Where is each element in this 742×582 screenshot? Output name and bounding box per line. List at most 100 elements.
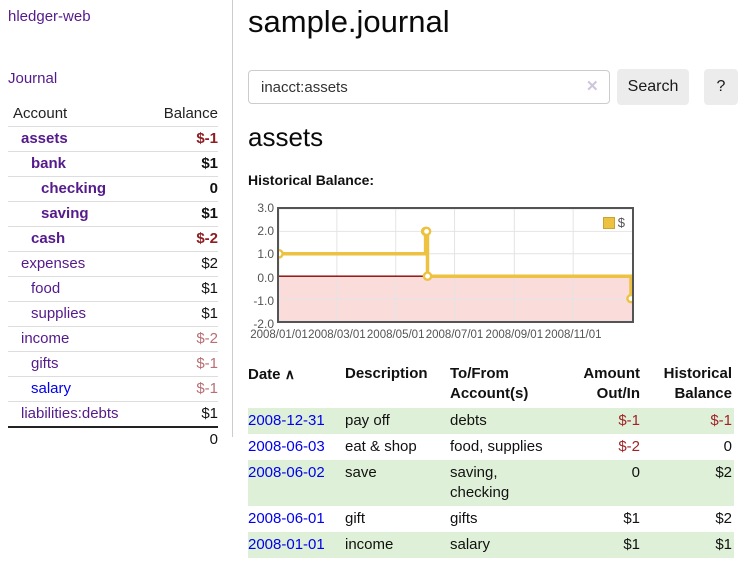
transaction-accounts: debts [450,412,487,429]
transaction-accounts: saving, checking [450,464,510,501]
account-balance: $1 [144,151,218,177]
sidebar-item-journal[interactable]: Journal [8,70,58,87]
account-row: assets $-1 [8,126,218,152]
account-link-assets[interactable]: assets [21,130,68,147]
transaction-amount: 0 [631,464,640,481]
account-row: income $-2 [8,326,218,352]
account-balance: $1 [144,201,218,227]
account-link-income[interactable]: income [21,330,70,347]
account-row: saving $1 [8,201,218,227]
account-link-cash[interactable]: cash [31,230,66,247]
account-row: food $1 [8,276,218,302]
app-title-link[interactable]: hledger-web [8,8,91,25]
transaction-description: eat & shop [345,438,417,455]
transaction-description: save [345,464,377,481]
transaction-date-link[interactable]: 2008-06-03 [248,438,325,455]
transaction-accounts: salary [450,536,491,553]
accounts-table-header-row: Account Balance [8,102,218,127]
transaction-accounts: gifts [450,510,478,527]
accounts-table-body: assets $-1 bank $1 checking 0 saving $1 cash $-2 e… [8,126,218,427]
register-row: 2008-06-03 eat & shop food, supplies $-2 0 [248,434,734,460]
account-balance: $-2 [144,226,218,252]
account-column-header: Account [13,105,68,122]
account-balance: $-1 [144,351,218,377]
transaction-amount: $-1 [618,412,640,429]
transaction-amount: $-2 [618,438,640,455]
account-balance: $2 [144,251,218,277]
account-heading: assets [248,122,324,152]
transaction-date-link[interactable]: 2008-01-01 [248,536,325,553]
register-row: 2008-06-01 gift gifts $1 $2 [248,506,734,532]
clear-search-icon[interactable]: ✕ [586,78,599,95]
accounts-column-header: To/From Account(s) [450,365,529,402]
x-tick-label: 2008/09/01 [485,329,544,341]
x-tick-label: 2008/03/01 [308,329,366,341]
transaction-description: gift [345,510,366,527]
account-link-bank[interactable]: bank [31,155,67,172]
description-column-header: Description [345,365,428,382]
chart-series-svg [279,209,632,321]
account-link-liabilities-debts[interactable]: liabilities:debts [21,405,119,422]
historical-balance-label: Historical Balance: [248,172,375,188]
transaction-date-link[interactable]: 2008-06-02 [248,464,325,481]
account-row: gifts $-1 [8,351,218,377]
transaction-balance: $1 [715,536,732,553]
account-link-checking[interactable]: checking [41,180,107,197]
account-balance: $-1 [144,376,218,402]
transaction-balance: $-1 [710,412,732,429]
account-balance: $-2 [144,326,218,352]
account-row: salary $-1 [8,376,218,402]
y-tick-label: -2.0 [253,317,274,331]
sidebar: hledger-web Journal Account Balance asse… [0,0,233,452]
account-link-expenses[interactable]: expenses [21,255,86,272]
transaction-accounts: food, supplies [450,438,543,455]
register-row: 2008-01-01 income salary $1 $1 [248,532,734,558]
account-link-supplies[interactable]: supplies [31,305,87,322]
transaction-balance: $2 [715,510,732,527]
search-button[interactable]: Search [617,69,689,105]
register-header-row: Date ∧ Description To/From Account(s) Am… [248,358,734,408]
register-row: 2008-06-02 save saving, checking 0 $2 [248,460,734,506]
account-link-gifts[interactable]: gifts [31,355,59,372]
register-table: Date ∧ Description To/From Account(s) Am… [248,358,734,558]
register-row: 2008-12-31 pay off debts $-1 $-1 [248,408,734,434]
y-tick-label: -1.0 [253,293,274,308]
chart-legend: $ [600,214,627,231]
account-row: supplies $1 [8,301,218,327]
account-link-food[interactable]: food [31,280,61,297]
y-tick-label: 1.0 [257,247,274,262]
account-balance: $1 [144,276,218,302]
account-link-saving[interactable]: saving [41,205,89,222]
x-tick-label: 2008/01/01 [250,329,308,341]
accounts-table: Account Balance assets $-1 bank $1 checking 0… [8,102,218,452]
x-tick-label: 2008/05/01 [366,329,425,341]
transaction-description: pay off [345,412,390,429]
transaction-date-link[interactable]: 2008-12-31 [248,412,325,429]
y-tick-label: 3.0 [257,201,274,215]
date-column-header[interactable]: Date ∧ [248,366,295,383]
transaction-date-link[interactable]: 2008-06-01 [248,510,325,527]
legend-swatch-icon [602,216,615,229]
account-balance: $1 [144,301,218,327]
amount-column-header: Amount Out/In [583,365,640,402]
account-balance: $-1 [144,126,218,152]
y-tick-label: 0.0 [257,270,274,285]
transaction-amount: $1 [623,536,640,553]
transaction-description: income [345,536,394,553]
legend-label: $ [617,215,625,230]
sort-ascending-icon: ∧ [284,366,295,382]
y-tick-label: 2.0 [257,224,274,239]
account-balance: $1 [144,401,218,427]
search-input[interactable] [248,70,610,104]
account-row: checking 0 [8,176,218,202]
x-tick-label: 2008/11/01 [544,329,602,341]
account-link-salary[interactable]: salary [31,380,72,397]
transaction-amount: $1 [623,510,640,527]
account-row: expenses $2 [8,251,218,277]
chart-plot-area: $ [277,207,634,323]
balance-column-header: Balance [163,105,218,122]
transaction-balance: $2 [715,464,732,481]
help-button[interactable]: ? [704,69,738,105]
account-balance: 0 [144,176,218,202]
accounts-total-row: 0 [8,426,218,452]
